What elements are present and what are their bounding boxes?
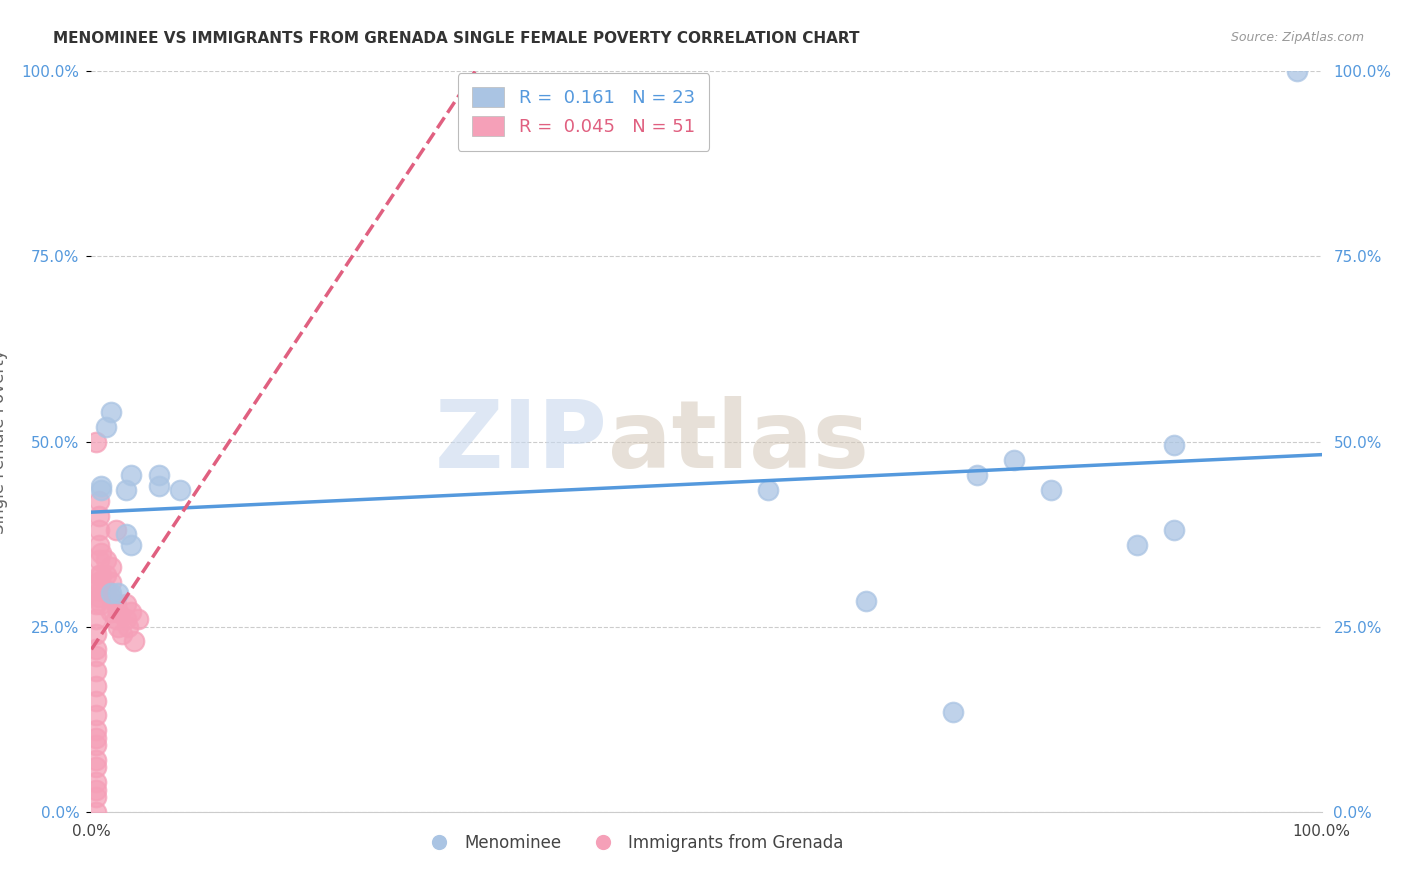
Point	[87, 524, 110, 538]
Point	[100, 605, 122, 619]
Point	[1002, 453, 1025, 467]
Point	[90, 582, 112, 597]
Point	[90, 546, 112, 560]
Point	[1126, 538, 1149, 552]
Point	[114, 483, 138, 497]
Point	[86, 775, 108, 789]
Point	[148, 467, 170, 482]
Point	[86, 760, 108, 774]
Text: Source: ZipAtlas.com: Source: ZipAtlas.com	[1230, 31, 1364, 45]
Point	[756, 483, 779, 497]
Point	[87, 508, 110, 523]
Point	[100, 560, 122, 574]
Text: atlas: atlas	[607, 395, 869, 488]
Point	[148, 479, 170, 493]
Point	[111, 627, 134, 641]
Point	[107, 605, 129, 619]
Point	[127, 612, 149, 626]
Point	[86, 738, 108, 752]
Text: MENOMINEE VS IMMIGRANTS FROM GRENADA SINGLE FEMALE POVERTY CORRELATION CHART: MENOMINEE VS IMMIGRANTS FROM GRENADA SIN…	[53, 31, 860, 46]
Y-axis label: Single Female Poverty: Single Female Poverty	[0, 350, 7, 533]
Point	[87, 590, 110, 604]
Legend: Menominee, Immigrants from Grenada: Menominee, Immigrants from Grenada	[416, 828, 849, 859]
Point	[1163, 524, 1185, 538]
Point	[86, 612, 108, 626]
Point	[86, 805, 108, 819]
Point	[169, 483, 191, 497]
Point	[107, 586, 129, 600]
Point	[120, 605, 142, 619]
Point	[105, 598, 127, 612]
Point	[1163, 438, 1185, 452]
Point	[117, 619, 139, 633]
Point	[1285, 64, 1308, 78]
Point	[114, 598, 138, 612]
Point	[114, 612, 138, 626]
Point	[86, 723, 108, 738]
Point	[124, 634, 146, 648]
Point	[96, 553, 117, 567]
Point	[86, 641, 108, 656]
Point	[86, 753, 108, 767]
Point	[86, 649, 108, 664]
Point	[87, 493, 110, 508]
Point	[86, 694, 108, 708]
Point	[105, 612, 127, 626]
Point	[86, 708, 108, 723]
Point	[100, 586, 122, 600]
Point	[100, 405, 122, 419]
Point	[90, 567, 112, 582]
Point	[120, 538, 142, 552]
Point	[86, 679, 108, 693]
Point	[87, 553, 110, 567]
Point	[1039, 483, 1063, 497]
Point	[100, 575, 122, 590]
Point	[87, 538, 110, 552]
Point	[90, 598, 112, 612]
Point	[86, 782, 108, 797]
Point	[107, 619, 129, 633]
Point	[86, 627, 108, 641]
Point	[86, 789, 108, 804]
Point	[855, 593, 877, 607]
Point	[90, 483, 112, 497]
Point	[86, 731, 108, 745]
Text: ZIP: ZIP	[436, 395, 607, 488]
Point	[105, 524, 127, 538]
Point	[86, 664, 108, 678]
Point	[114, 527, 138, 541]
Point	[87, 567, 110, 582]
Point	[86, 434, 108, 449]
Point	[86, 598, 108, 612]
Point	[90, 479, 112, 493]
Point	[86, 582, 108, 597]
Point	[100, 590, 122, 604]
Point	[96, 567, 117, 582]
Point	[87, 575, 110, 590]
Point	[96, 582, 117, 597]
Point	[96, 419, 117, 434]
Point	[966, 467, 988, 482]
Point	[941, 705, 963, 719]
Point	[120, 467, 142, 482]
